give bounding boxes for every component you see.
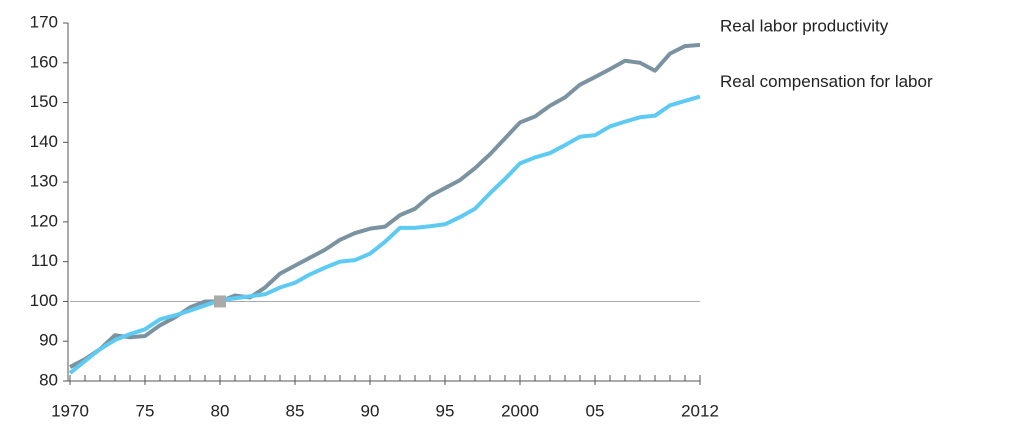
legend-label: Real compensation for labor	[720, 72, 933, 91]
y-tick-label: 80	[39, 370, 58, 389]
y-tick-label: 110	[31, 251, 58, 270]
x-tick-label: 1970	[51, 401, 89, 420]
x-tick-label: 2000	[501, 401, 539, 420]
x-tick-label: 2012	[681, 401, 719, 420]
y-tick-label: 120	[30, 211, 58, 230]
y-tick-label: 170	[30, 12, 58, 31]
x-tick-label: 05	[586, 401, 605, 420]
y-tick-label: 150	[30, 92, 58, 111]
y-tick-label: 160	[30, 52, 58, 71]
x-tick-label: 80	[211, 401, 230, 420]
y-tick-label: 100	[30, 291, 58, 310]
y-tick-label: 90	[39, 331, 58, 350]
legend-label: Real labor productivity	[720, 16, 889, 35]
y-tick-label: 140	[30, 132, 58, 151]
series-line	[68, 94, 701, 375]
y-tick-label: 130	[30, 172, 58, 191]
marker	[214, 295, 226, 308]
x-tick-label: 85	[286, 401, 305, 420]
x-tick-label: 90	[361, 401, 380, 420]
x-tick-label: 95	[436, 401, 455, 420]
x-tick-label: 75	[136, 401, 155, 420]
